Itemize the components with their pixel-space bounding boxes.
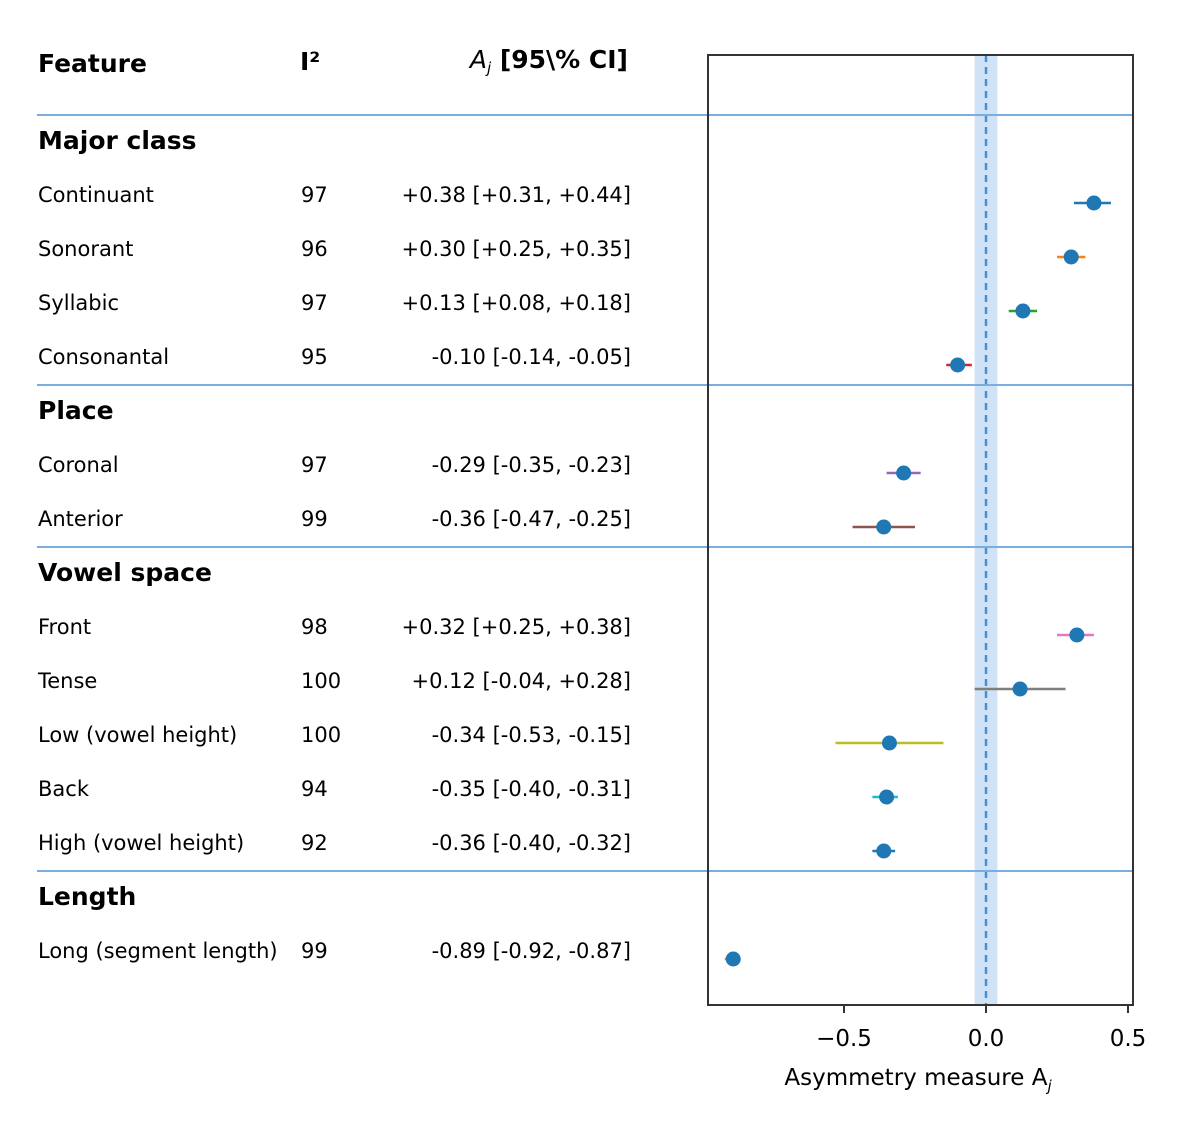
feature-column-header: Feature xyxy=(38,49,147,78)
row-estimate-text: -0.36 [-0.47, -0.25] xyxy=(432,507,631,531)
row-estimate-text: +0.32 [+0.25, +0.38] xyxy=(402,615,631,639)
row-i2-value: 100 xyxy=(301,669,341,693)
i2-column-header: I² xyxy=(300,47,320,76)
row-feature-label: Low (vowel height) xyxy=(38,723,237,747)
row-feature-label: Back xyxy=(38,777,90,801)
row-feature-label: Anterior xyxy=(38,507,123,531)
estimate-column-header: Aj [95\% CI] xyxy=(468,45,628,77)
row-i2-value: 97 xyxy=(301,453,328,477)
row-feature-label: Syllabic xyxy=(38,291,119,315)
estimate-point xyxy=(896,465,912,481)
row-feature-label: Long (segment length) xyxy=(38,939,278,963)
row-i2-value: 97 xyxy=(301,291,328,315)
row-estimate-text: -0.89 [-0.92, -0.87] xyxy=(432,939,631,963)
row-i2-value: 99 xyxy=(301,507,328,531)
row-estimate-text: -0.36 [-0.40, -0.32] xyxy=(432,831,631,855)
row-estimate-text: -0.10 [-0.14, -0.05] xyxy=(432,345,631,369)
row-estimate-text: +0.38 [+0.31, +0.44] xyxy=(402,183,631,207)
estimate-point xyxy=(1086,195,1102,211)
row-feature-label: Coronal xyxy=(38,453,119,477)
group-label: Place xyxy=(38,396,114,425)
estimate-point xyxy=(950,357,966,373)
row-estimate-text: +0.13 [+0.08, +0.18] xyxy=(402,291,631,315)
x-tick-label: −0.5 xyxy=(816,1026,872,1052)
axes-frame xyxy=(707,54,1134,1006)
estimate-point xyxy=(881,735,897,751)
row-feature-label: Tense xyxy=(37,669,97,693)
estimate-point xyxy=(879,789,895,805)
estimate-point xyxy=(1015,303,1031,319)
row-feature-label: Consonantal xyxy=(38,345,169,369)
group-label: Length xyxy=(38,882,136,911)
estimate-point xyxy=(1012,681,1028,697)
row-feature-label: Front xyxy=(38,615,91,639)
group-label: Vowel space xyxy=(38,558,212,587)
row-feature-label: High (vowel height) xyxy=(38,831,244,855)
x-tick-label: 0.5 xyxy=(1110,1026,1147,1052)
estimate-point xyxy=(725,951,741,967)
row-i2-value: 96 xyxy=(301,237,328,261)
row-i2-value: 99 xyxy=(301,939,328,963)
row-estimate-text: +0.30 [+0.25, +0.35] xyxy=(402,237,631,261)
row-estimate-text: +0.12 [-0.04, +0.28] xyxy=(412,669,631,693)
x-tick-label: 0.0 xyxy=(968,1026,1005,1052)
row-feature-label: Continuant xyxy=(38,183,154,207)
estimate-point xyxy=(1063,249,1079,265)
x-axis-label: Asymmetry measure Aj xyxy=(784,1065,1052,1095)
row-estimate-text: -0.29 [-0.35, -0.23] xyxy=(432,453,631,477)
row-i2-value: 94 xyxy=(301,777,328,801)
row-feature-label: Sonorant xyxy=(38,237,133,261)
row-estimate-text: -0.35 [-0.40, -0.31] xyxy=(432,777,631,801)
estimate-point xyxy=(876,843,892,859)
estimate-point xyxy=(1069,627,1085,643)
row-estimate-text: -0.34 [-0.53, -0.15] xyxy=(432,723,631,747)
row-i2-value: 92 xyxy=(301,831,328,855)
row-i2-value: 100 xyxy=(301,723,341,747)
group-label: Major class xyxy=(38,126,197,155)
row-i2-value: 97 xyxy=(301,183,328,207)
estimate-point xyxy=(876,519,892,535)
row-i2-value: 98 xyxy=(301,615,328,639)
row-i2-value: 95 xyxy=(301,345,328,369)
